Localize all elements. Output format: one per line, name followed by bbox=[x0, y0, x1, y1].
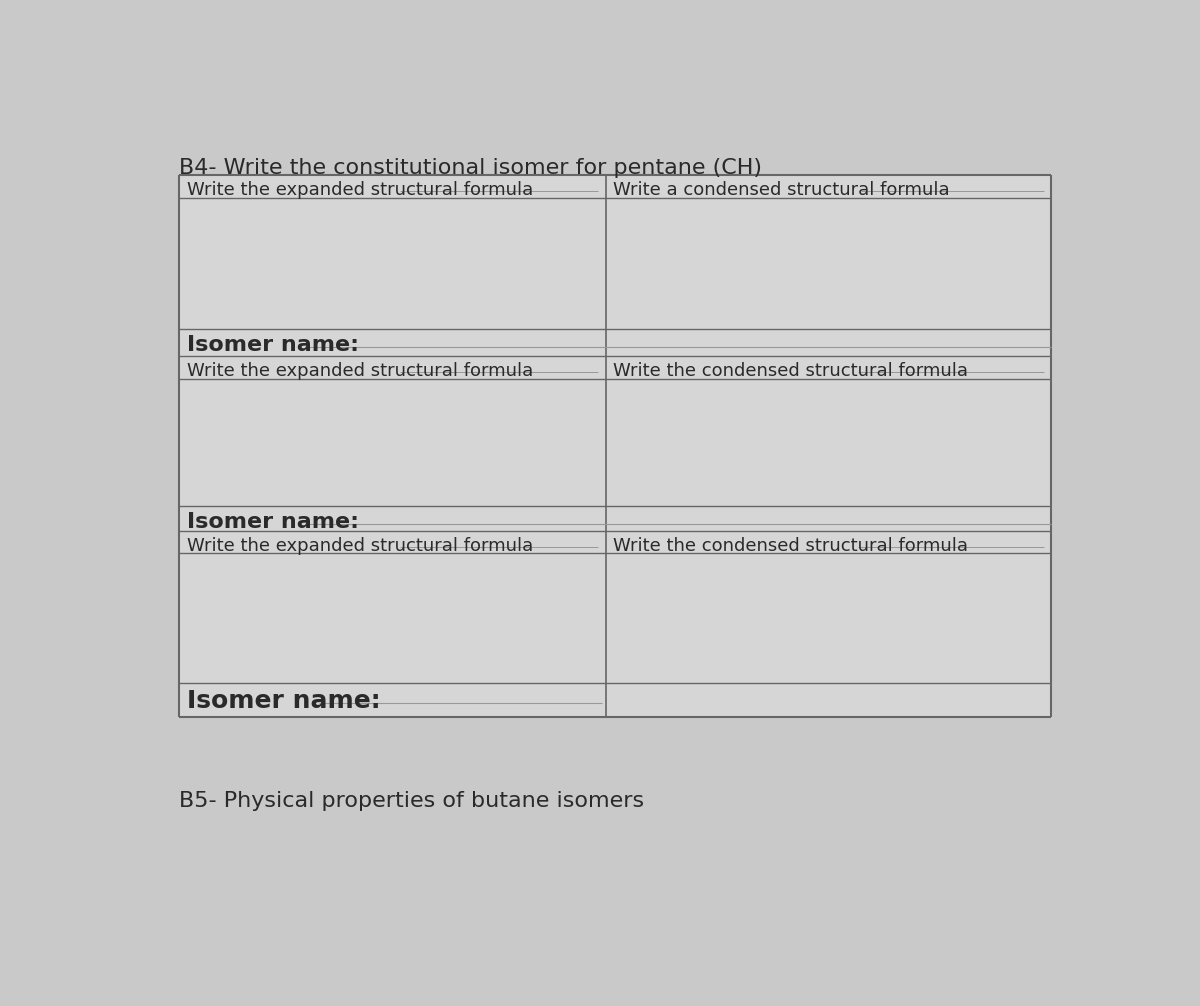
Text: B5- Physical properties of butane isomers: B5- Physical properties of butane isomer… bbox=[180, 791, 644, 811]
Text: Isomer name:: Isomer name: bbox=[187, 689, 380, 713]
Text: Write the condensed structural formula: Write the condensed structural formula bbox=[613, 362, 968, 379]
Text: Isomer name:: Isomer name: bbox=[187, 335, 359, 355]
Text: Write the expanded structural formula: Write the expanded structural formula bbox=[187, 537, 534, 555]
Text: B4- Write the constitutional isomer for pentane (CH): B4- Write the constitutional isomer for … bbox=[180, 158, 762, 178]
Text: Write the condensed structural formula: Write the condensed structural formula bbox=[613, 537, 968, 555]
Text: Write the expanded structural formula: Write the expanded structural formula bbox=[187, 362, 534, 379]
Text: Write the expanded structural formula: Write the expanded structural formula bbox=[187, 181, 534, 199]
Text: Write a condensed structural formula: Write a condensed structural formula bbox=[613, 181, 950, 199]
Bar bbox=[180, 175, 1050, 717]
Text: Isomer name:: Isomer name: bbox=[187, 512, 359, 532]
